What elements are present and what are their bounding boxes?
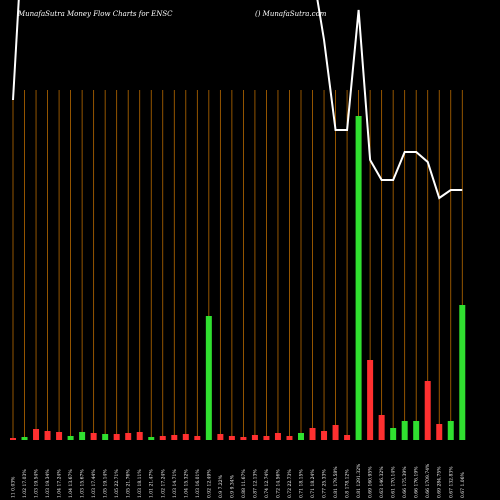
x-tick-label: 1.03 17.44% [91, 469, 97, 498]
bar [217, 434, 224, 440]
x-tick-label: 11 0.03% [11, 476, 17, 498]
x-tick-label: 1.03 18.11% [137, 469, 143, 498]
bar [401, 421, 408, 440]
x-tick-label: 0.63 146.32% [379, 466, 385, 498]
x-tick-label: 0.72 22.73% [287, 469, 293, 498]
x-tick-label: 1.03 19.54% [34, 469, 40, 498]
bar [56, 432, 63, 440]
bar [298, 433, 304, 440]
bars [10, 116, 466, 440]
x-tick-label: 0.71 18.24% [310, 469, 316, 498]
x-tick-label: 1.01 21.47% [149, 469, 155, 498]
x-tick-label: 0.69 284.75% [437, 466, 443, 498]
bar [332, 425, 339, 440]
x-tick-label: 0.66 176.19% [414, 466, 420, 498]
bar [182, 434, 189, 440]
bar [286, 436, 293, 440]
bar [321, 431, 328, 440]
bar [251, 435, 258, 440]
bar [413, 421, 420, 440]
line-layer [12, 0, 463, 200]
bar [344, 435, 351, 440]
bar [367, 360, 374, 440]
x-tick-label: 1.05 21.76% [126, 469, 132, 498]
bar [159, 436, 166, 440]
bar [113, 434, 120, 440]
bar [79, 432, 86, 440]
bar [148, 437, 155, 440]
x-tick-label: 0.67 1.06% [460, 472, 466, 498]
bar [67, 436, 74, 440]
x-tick-label: 1.05 19.14% [103, 469, 109, 498]
x-tick-label: 1.03 19.34% [45, 469, 51, 498]
x-tick-label: 0.66 175.39% [402, 466, 408, 498]
x-tick-label: 0.87 12.13% [252, 469, 258, 498]
grid [12, 90, 463, 440]
bar [424, 381, 431, 440]
bar [228, 436, 235, 440]
x-tick-label: 0.92 12.49% [206, 469, 212, 498]
bar [205, 316, 212, 440]
bar [436, 424, 443, 440]
bar [33, 429, 40, 440]
bar [447, 421, 454, 440]
x-tick-label: 0.74 12.74% [264, 469, 270, 498]
chart-subtitle: () MunafaSutra.com [255, 10, 327, 18]
bar [90, 433, 97, 440]
x-tick-label: 0.8 178.12% [345, 469, 351, 498]
bar [194, 436, 201, 440]
x-tick-label: 1.05 22.71% [114, 469, 120, 498]
bar [459, 305, 466, 440]
bar [309, 428, 316, 440]
x-tick-label: 1.03 16.01% [195, 469, 201, 498]
money-flow-line [12, 0, 463, 200]
labels: 11 0.03% 1.02 17.03% 1.03 19.54% 1.03 19.34… [11, 463, 466, 498]
bar [171, 435, 178, 440]
bar [136, 432, 143, 440]
x-tick-label: 1.03 15.67% [80, 469, 86, 498]
x-tick-label: 0.9 9.34% [229, 474, 235, 498]
x-tick-label: 0.77 25.33% [322, 469, 328, 498]
bar [10, 438, 16, 440]
x-tick-label: 0.81 179.58% [333, 466, 339, 498]
x-tick-label: 0.67 132.83% [448, 466, 454, 498]
bar [390, 428, 397, 440]
x-tick-label: 0.71 18.15% [299, 469, 305, 498]
x-tick-label: 0.81 1291.32% [356, 463, 362, 498]
x-tick-label: 0.69 160.95% [368, 466, 374, 498]
x-tick-label: 0.72 14.56% [275, 469, 281, 498]
x-tick-label: 1.04 13.67% [68, 469, 74, 498]
x-tick-label: 0.66 1709.74% [425, 463, 431, 498]
x-tick-label: 1.03 14.71% [172, 469, 178, 498]
x-tick-label: 0.61 170.14% [391, 466, 397, 498]
bar [102, 434, 109, 440]
x-tick-label: 0.88 11.67% [241, 469, 247, 498]
x-tick-label: 1.02 17.03% [22, 469, 28, 498]
bar [355, 116, 362, 440]
bar [240, 437, 247, 440]
x-tick-label: 1.02 17.24% [160, 469, 166, 498]
bar [125, 433, 132, 440]
x-tick-label: 1.04 17.24% [57, 469, 63, 498]
x-tick-label: 1.04 15.32% [183, 469, 189, 498]
bar [44, 431, 51, 440]
bar [263, 436, 270, 440]
chart-title: MunafaSutra Money Flow Charts for ENSC [17, 10, 173, 18]
bar [21, 437, 28, 440]
bar [378, 415, 385, 440]
bar [274, 433, 281, 440]
x-tick-label: 0.9 7.22% [218, 474, 224, 498]
